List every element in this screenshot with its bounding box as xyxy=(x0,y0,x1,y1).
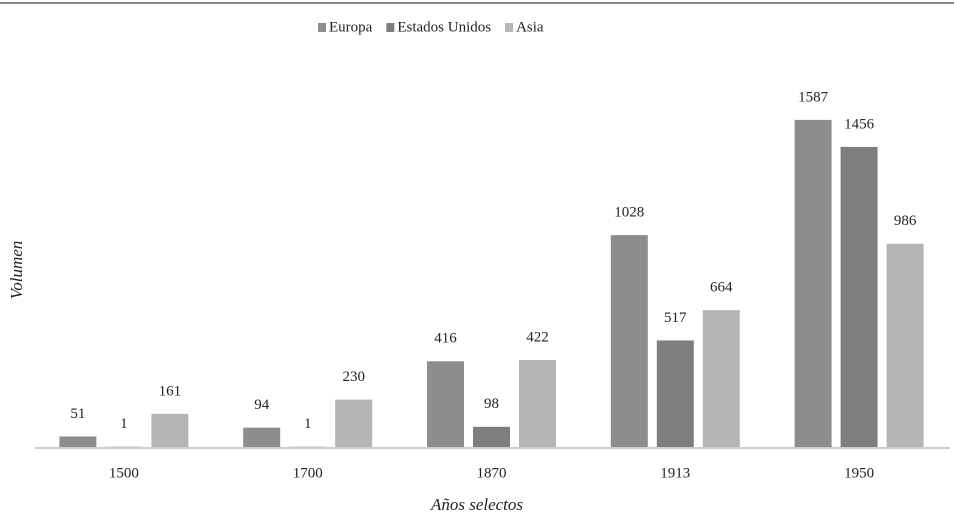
bar xyxy=(473,426,510,447)
data-label: 664 xyxy=(710,280,733,296)
legend-swatch xyxy=(505,23,514,32)
legend-label: Estados Unidos xyxy=(397,19,491,35)
bar xyxy=(151,413,189,447)
data-label: 1587 xyxy=(798,89,829,105)
data-label: 1 xyxy=(304,416,312,432)
bar xyxy=(335,399,373,447)
bar xyxy=(794,119,832,447)
data-label: 1028 xyxy=(614,205,644,221)
legend-swatch xyxy=(318,23,326,32)
data-label: 94 xyxy=(254,397,270,413)
data-label: 986 xyxy=(894,213,917,229)
data-label: 161 xyxy=(159,383,182,399)
x-tick-label: 1870 xyxy=(477,465,507,481)
data-label: 1456 xyxy=(844,116,875,132)
bar xyxy=(840,146,878,447)
data-label: 1 xyxy=(120,416,128,432)
x-tick-label: 1700 xyxy=(293,465,323,481)
bar xyxy=(519,360,556,447)
bar xyxy=(427,361,464,447)
data-label: 517 xyxy=(664,310,687,326)
data-label: 98 xyxy=(484,396,499,412)
x-axis-label: Años selectos xyxy=(430,495,523,514)
y-axis-label: Volumen xyxy=(7,241,26,300)
x-tick-label: 1913 xyxy=(660,465,690,481)
bar xyxy=(656,340,694,447)
bar xyxy=(59,436,97,447)
bar xyxy=(702,310,740,447)
legend-label: Asia xyxy=(516,19,544,35)
x-tick-label: 1500 xyxy=(109,465,139,481)
bar xyxy=(243,427,281,447)
legend: Europa Estados Unidos Asia xyxy=(318,19,544,35)
bar xyxy=(886,243,924,447)
bar xyxy=(610,235,648,447)
data-label: 416 xyxy=(434,331,457,347)
data-label: 51 xyxy=(70,406,85,422)
legend-swatch xyxy=(386,23,395,32)
data-label: 230 xyxy=(342,369,365,385)
data-label: 422 xyxy=(526,329,549,345)
legend-label: Europa xyxy=(329,19,373,35)
x-tick-label: 1950 xyxy=(844,465,874,481)
